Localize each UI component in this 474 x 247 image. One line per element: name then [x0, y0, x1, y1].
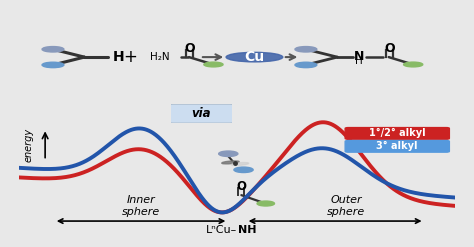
Text: Outer
sphere: Outer sphere	[327, 195, 365, 217]
Text: 3° alkyl: 3° alkyl	[376, 141, 418, 151]
Text: Cu: Cu	[245, 50, 264, 63]
Circle shape	[295, 62, 317, 68]
FancyBboxPatch shape	[345, 128, 449, 139]
Circle shape	[219, 151, 238, 157]
Text: 1°/2° alkyl: 1°/2° alkyl	[369, 128, 425, 138]
Text: O: O	[237, 180, 246, 193]
Text: LⁿCu–: LⁿCu–	[206, 225, 237, 235]
Text: O: O	[184, 42, 195, 55]
Text: energy: energy	[24, 127, 34, 162]
Ellipse shape	[226, 52, 283, 62]
Circle shape	[295, 47, 317, 52]
Text: NH: NH	[238, 225, 256, 235]
Text: N: N	[354, 50, 365, 63]
Text: +: +	[123, 48, 137, 66]
Text: O: O	[384, 42, 394, 55]
Circle shape	[234, 167, 253, 172]
Text: Inner
sphere: Inner sphere	[122, 195, 160, 217]
Circle shape	[257, 201, 274, 206]
Ellipse shape	[222, 161, 239, 164]
Circle shape	[403, 62, 423, 67]
Text: H: H	[355, 56, 363, 66]
Circle shape	[42, 47, 64, 52]
Text: H₂N: H₂N	[150, 52, 169, 62]
Text: via: via	[191, 107, 211, 120]
FancyBboxPatch shape	[345, 141, 449, 152]
Circle shape	[42, 62, 64, 68]
Text: H: H	[113, 50, 124, 64]
Ellipse shape	[231, 163, 249, 165]
FancyBboxPatch shape	[169, 104, 234, 123]
Circle shape	[204, 62, 223, 67]
